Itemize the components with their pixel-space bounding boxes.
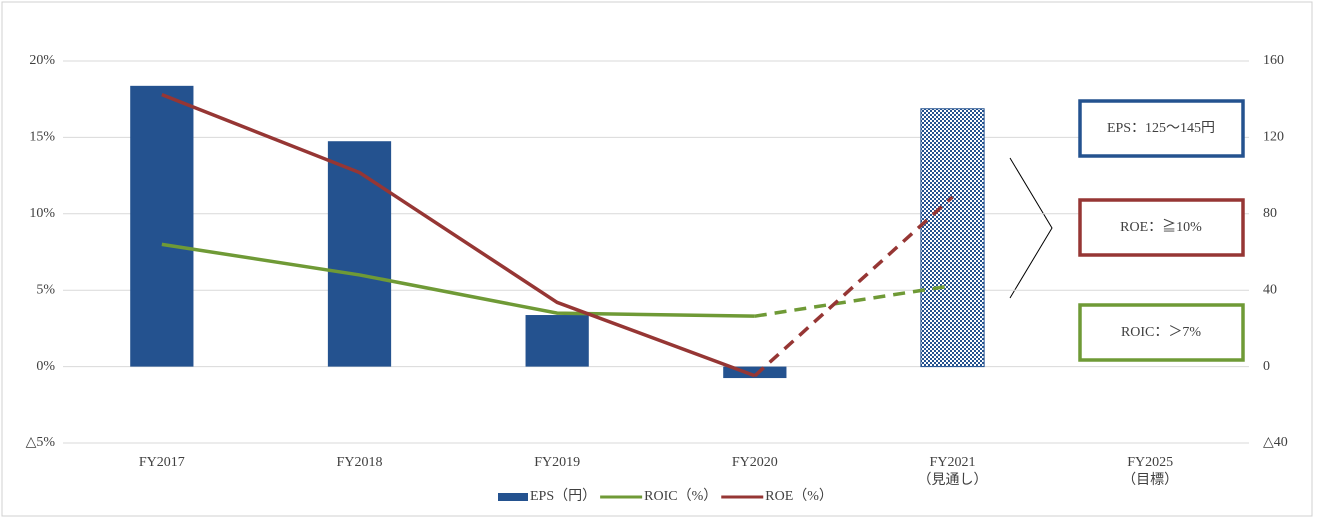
legend-label: EPS（円） bbox=[530, 488, 596, 504]
x-tick-label: FY2019 bbox=[534, 455, 581, 470]
line-forecast bbox=[753, 195, 954, 378]
bar bbox=[723, 366, 787, 379]
y2-tick-label: △40 bbox=[1263, 435, 1288, 450]
chevron bbox=[1009, 157, 1053, 299]
legend-swatch bbox=[498, 493, 528, 501]
y-tick-label: 5% bbox=[36, 282, 55, 297]
y-tick-label: 10% bbox=[29, 206, 55, 221]
y-tick-label: 15% bbox=[29, 130, 55, 145]
annotation-text: ROIC：＞7% bbox=[1121, 325, 1201, 340]
line bbox=[161, 242, 755, 318]
line bbox=[161, 92, 756, 378]
y-tick-label: △5% bbox=[26, 435, 56, 450]
legend-label: ROE（%） bbox=[765, 488, 833, 504]
x-tick-label: FY2017 bbox=[138, 455, 185, 470]
bar bbox=[525, 315, 589, 367]
y2-tick-label: 160 bbox=[1263, 53, 1284, 68]
y2-tick-label: 40 bbox=[1263, 282, 1277, 297]
annotation-box bbox=[1078, 198, 1245, 257]
y2-tick-label: 120 bbox=[1263, 130, 1284, 145]
x-tick-label: FY2020 bbox=[731, 455, 778, 470]
x-tick-label: FY2025 （目標） bbox=[1122, 455, 1179, 488]
y-tick-label: 0% bbox=[36, 359, 55, 374]
x-tick-label: FY2018 bbox=[336, 455, 383, 470]
y-tick-label: 20% bbox=[29, 53, 55, 68]
y2-tick-label: 0 bbox=[1263, 359, 1270, 374]
bar bbox=[130, 85, 194, 367]
annotation-box bbox=[1078, 99, 1245, 158]
line-forecast bbox=[754, 283, 953, 318]
y2-tick-label: 80 bbox=[1263, 206, 1277, 221]
x-tick-label: FY2021 （見通し） bbox=[917, 455, 988, 488]
bar bbox=[327, 141, 392, 367]
bar bbox=[920, 108, 985, 368]
annotation-text: EPS：125～145円 bbox=[1107, 121, 1215, 136]
annotation-text: ROE：≧10% bbox=[1120, 219, 1202, 235]
legend-label: ROIC（%） bbox=[644, 488, 717, 504]
annotation-box bbox=[1078, 303, 1245, 362]
